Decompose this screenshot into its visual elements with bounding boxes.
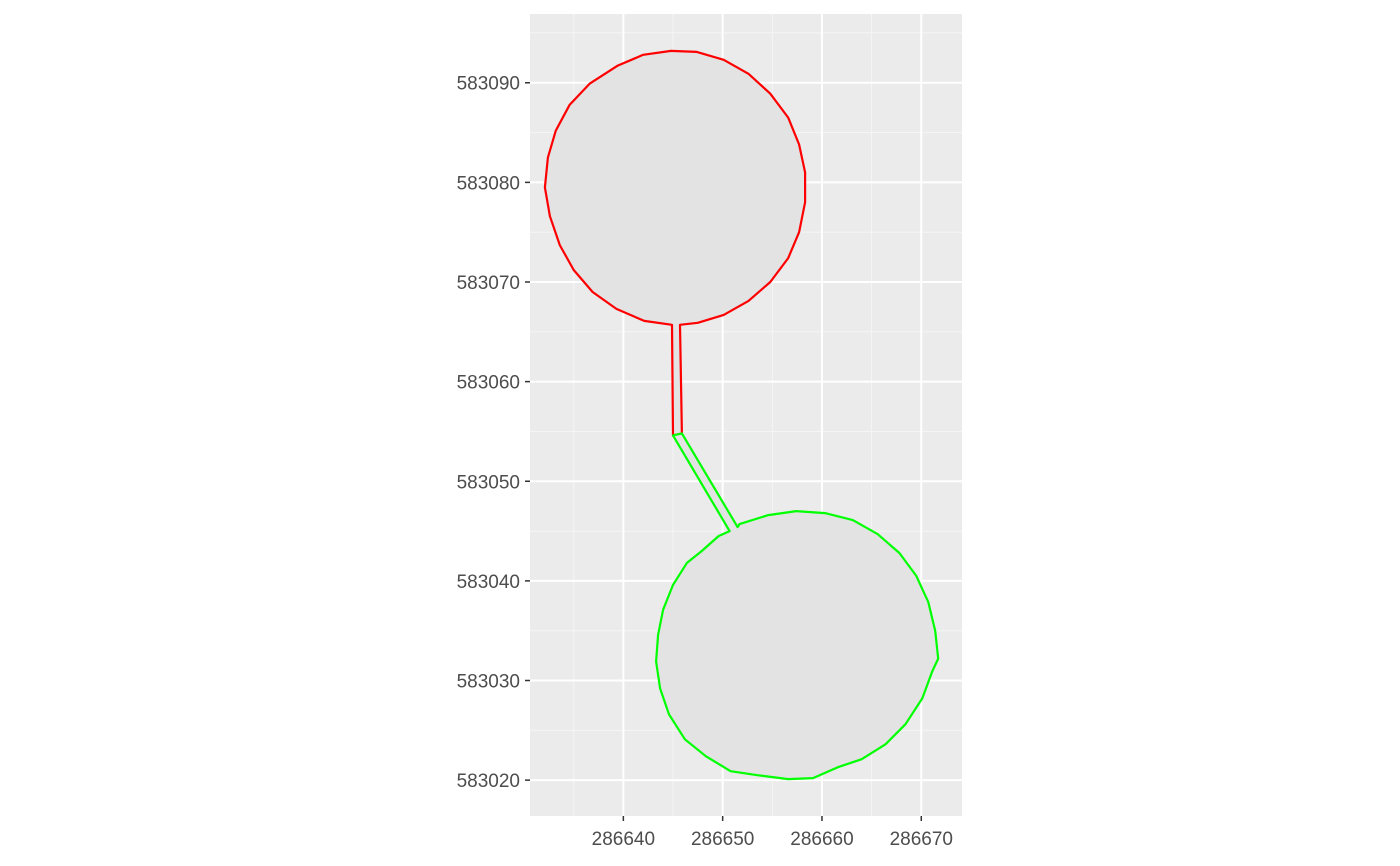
polygon-layer (543, 49, 940, 781)
y-tick-label: 583070 (457, 273, 520, 294)
y-tick-label: 583040 (457, 572, 520, 593)
polygon-feature-2 (654, 432, 940, 781)
y-tick-label: 583020 (457, 771, 520, 792)
x-axis: 286640 286650 286660 286670 (592, 816, 953, 850)
y-tick-label: 583060 (457, 373, 520, 394)
x-tick-label: 286640 (592, 829, 655, 850)
y-tick-label: 583050 (457, 472, 520, 493)
y-axis: 583020 583030 583040 583050 583060 583070 5830… (457, 74, 530, 792)
x-tick-label: 286670 (890, 829, 953, 850)
polygon-feature-1 (543, 49, 807, 437)
y-tick-label: 583090 (457, 74, 520, 95)
y-tick-label: 583030 (457, 672, 520, 693)
x-tick-label: 286660 (790, 829, 853, 850)
x-tick-label: 286650 (691, 829, 754, 850)
y-tick-label: 583080 (457, 173, 520, 194)
